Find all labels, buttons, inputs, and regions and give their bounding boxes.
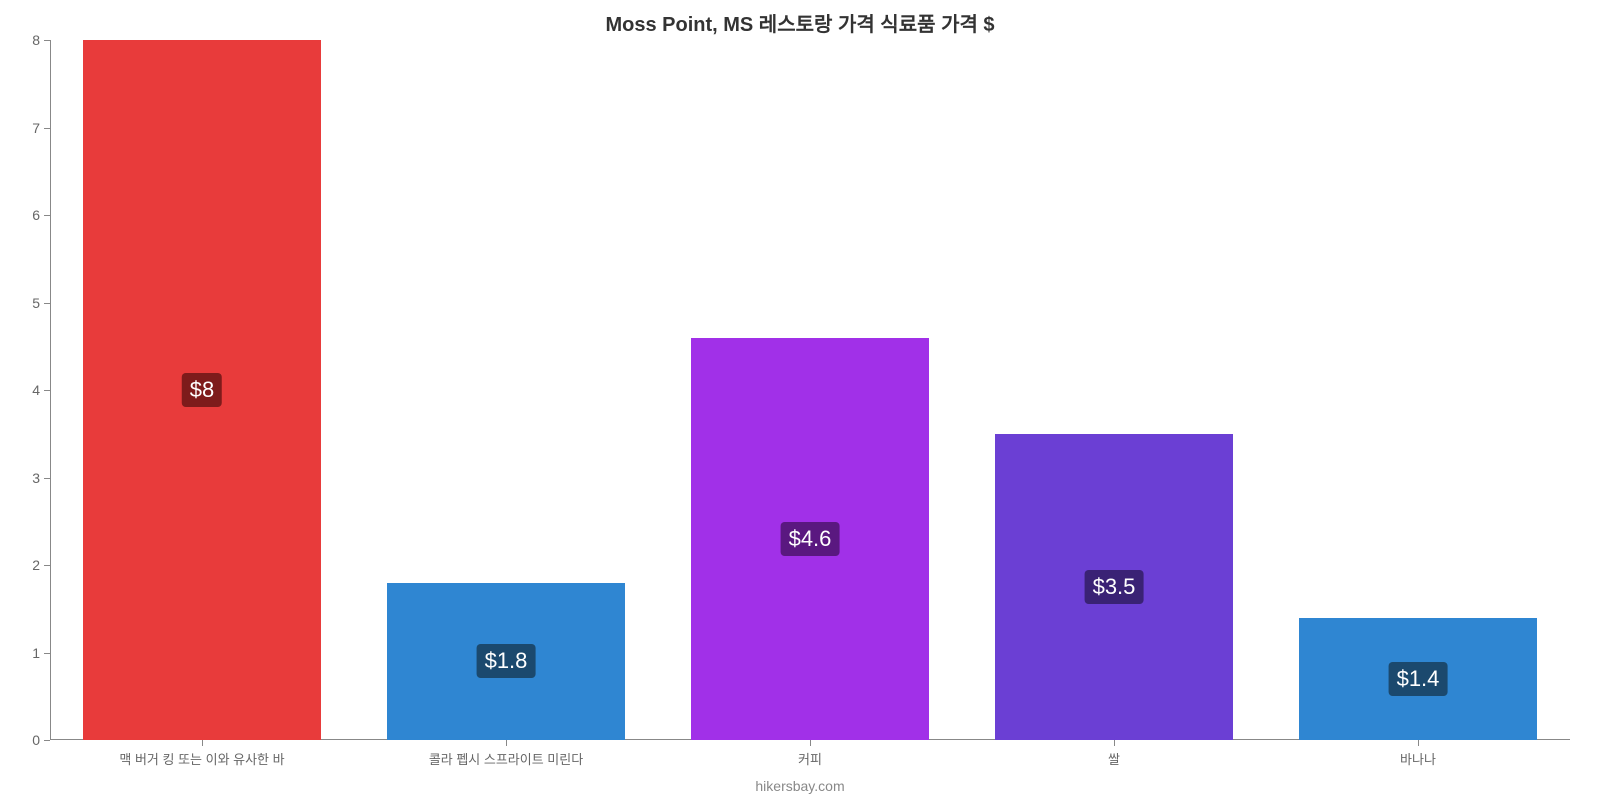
x-tick	[506, 740, 507, 746]
price-bar-chart: Moss Point, MS 레스토랑 가격 식료품 가격 $ 01234567…	[0, 0, 1600, 800]
y-tick-label: 5	[10, 296, 40, 310]
value-badge: $1.4	[1389, 662, 1448, 696]
x-tick-label: 쌀	[970, 752, 1259, 768]
y-tick	[44, 215, 50, 216]
y-tick	[44, 565, 50, 566]
y-tick	[44, 390, 50, 391]
y-tick	[44, 40, 50, 41]
y-tick-label: 1	[10, 646, 40, 660]
x-tick	[1418, 740, 1419, 746]
x-tick-label: 맥 버거 킹 또는 이와 유사한 바	[58, 752, 347, 768]
y-tick	[44, 478, 50, 479]
chart-title: Moss Point, MS 레스토랑 가격 식료품 가격 $	[0, 8, 1600, 37]
x-tick-label: 커피	[666, 752, 955, 768]
x-tick	[810, 740, 811, 746]
y-tick-label: 6	[10, 208, 40, 222]
y-tick-label: 3	[10, 471, 40, 485]
x-tick	[1114, 740, 1115, 746]
value-badge: $4.6	[781, 522, 840, 556]
y-tick-label: 0	[10, 733, 40, 747]
plot-area: 012345678$8맥 버거 킹 또는 이와 유사한 바$1.8콜라 펩시 스…	[50, 40, 1570, 740]
y-tick	[44, 740, 50, 741]
y-axis	[50, 40, 51, 740]
value-badge: $8	[182, 373, 222, 407]
x-tick	[202, 740, 203, 746]
y-tick-label: 4	[10, 383, 40, 397]
x-tick-label: 콜라 펩시 스프라이트 미린다	[362, 752, 651, 768]
y-tick-label: 8	[10, 33, 40, 47]
value-badge: $1.8	[477, 644, 536, 678]
y-tick-label: 2	[10, 558, 40, 572]
y-tick	[44, 653, 50, 654]
y-tick	[44, 128, 50, 129]
chart-footer: hikersbay.com	[0, 778, 1600, 794]
y-tick-label: 7	[10, 121, 40, 135]
value-badge: $3.5	[1085, 570, 1144, 604]
x-tick-label: 바나나	[1274, 752, 1563, 768]
y-tick	[44, 303, 50, 304]
